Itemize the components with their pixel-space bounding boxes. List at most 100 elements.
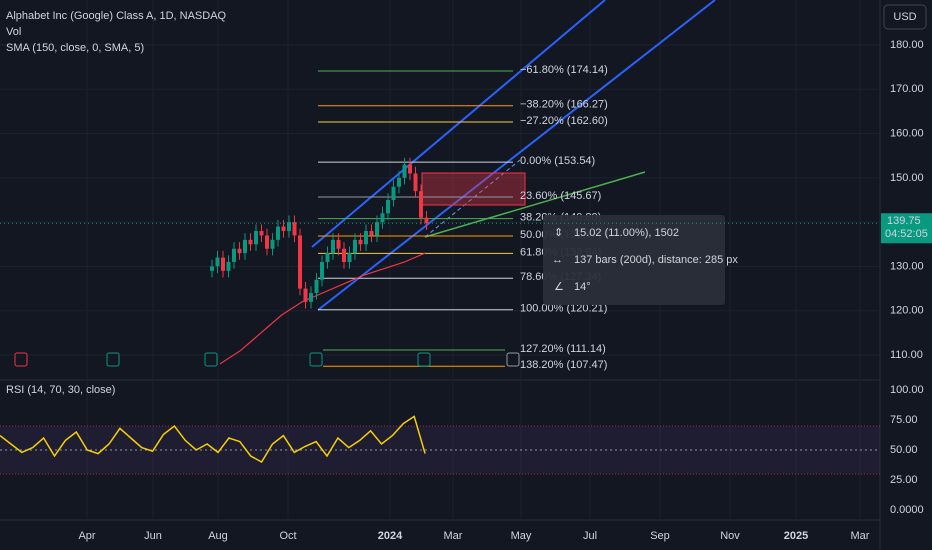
tooltip-icon: ↔	[552, 254, 563, 266]
candle	[397, 177, 401, 187]
candle	[232, 248, 236, 262]
rsi-tick-label: 0.0000	[890, 504, 924, 516]
volume-label: Vol	[6, 26, 21, 38]
earnings-icon	[506, 352, 520, 367]
sma-label: SMA (150, close, 0, SMA, 5)	[6, 42, 144, 54]
candle	[424, 217, 429, 224]
y-tick-label: 180.00	[890, 39, 924, 51]
channel-upper	[311, 0, 606, 248]
candle	[287, 222, 291, 231]
fib-label: −27.20% (162.60)	[520, 115, 608, 127]
candle	[375, 222, 379, 236]
range-box	[421, 172, 526, 206]
candle	[380, 213, 385, 223]
trend-line	[424, 171, 646, 238]
x-tick-label: Mar	[851, 530, 870, 542]
candle	[270, 239, 275, 249]
candle	[413, 173, 418, 192]
last-price-tag	[881, 213, 932, 244]
x-tick-label: May	[511, 530, 532, 542]
x-tick-label: 2025	[784, 530, 808, 542]
rsi-title: RSI (14, 70, 30, close)	[6, 384, 115, 396]
candle	[331, 239, 335, 254]
y-tick-label: 110.00	[890, 349, 923, 361]
x-tick-label: 2024	[378, 530, 403, 542]
candle	[402, 164, 407, 178]
x-tick-label: Aug	[208, 530, 228, 542]
x-tick-label: Mar	[444, 530, 463, 542]
candle	[320, 262, 324, 280]
fib-label: −38.20% (166.27)	[520, 99, 608, 111]
fib-label: 127.20% (111.14)	[520, 343, 606, 355]
x-tick-label: Sep	[650, 530, 670, 542]
candle	[336, 239, 341, 249]
candle	[281, 226, 286, 231]
rsi-tick-label: 50.00	[890, 444, 918, 456]
candle	[243, 239, 247, 254]
candle	[309, 293, 313, 302]
rsi-line	[0, 415, 426, 464]
rsi-pane: RSI (14, 70, 30, close)	[0, 384, 880, 475]
fib-label: 0.00% (153.54)	[520, 155, 595, 167]
symbol-title: Alphabet Inc (Google) Class A, 1D, NASDA…	[6, 10, 227, 22]
candle	[237, 248, 242, 254]
fib-label: −61.80% (174.14)	[520, 64, 608, 76]
candle	[369, 231, 374, 236]
earnings-markers	[14, 352, 520, 367]
currency[interactable]: USD	[893, 11, 916, 23]
candle	[226, 262, 231, 271]
sma-line	[219, 252, 426, 365]
candle	[298, 235, 302, 289]
candle	[215, 257, 220, 267]
y-tick-label: 160.00	[890, 127, 924, 139]
candle	[353, 239, 357, 254]
candle	[358, 239, 363, 245]
axes: 180.00170.00160.00150.00140.00130.00120.…	[0, 39, 932, 542]
currency-button[interactable]	[883, 4, 927, 30]
channel-lower	[317, 0, 716, 311]
x-tick-label: Jun	[144, 530, 162, 542]
sma	[219, 252, 426, 365]
candle	[364, 231, 368, 245]
candle	[276, 226, 280, 240]
tooltip-angle: 14°	[574, 281, 591, 293]
rsi-tick-label: 25.00	[890, 474, 918, 486]
candle	[292, 222, 297, 236]
drawings	[311, 0, 716, 311]
candle	[254, 231, 258, 245]
candle	[221, 257, 225, 271]
candle	[419, 191, 423, 218]
fib-label: 100.00% (120.21)	[520, 303, 607, 315]
last-price: 139.75	[887, 215, 921, 227]
candle	[391, 186, 396, 200]
y-tick-label: 130.00	[890, 260, 924, 272]
candle	[259, 231, 264, 236]
tooltip-box	[543, 215, 725, 305]
candle	[303, 288, 308, 302]
y-tick-label: 120.00	[890, 305, 924, 317]
candle	[386, 200, 390, 214]
tooltip-range: 15.02 (11.00%), 1502	[574, 227, 679, 239]
candle	[314, 279, 319, 293]
candle	[210, 266, 214, 271]
earnings-icon	[106, 352, 120, 367]
tooltip-icon: ⇕	[554, 227, 563, 239]
rsi-tick-label: 100.00	[890, 384, 924, 396]
x-tick-label: Nov	[720, 530, 740, 542]
x-tick-label: Jul	[583, 530, 597, 542]
candle	[248, 239, 253, 245]
candle	[342, 248, 346, 262]
tooltip-bars: 137 bars (200d), distance: 285 px	[574, 254, 738, 266]
candle	[408, 164, 412, 174]
fib-label: 23.60% (145.67)	[520, 190, 601, 202]
y-tick-label: 170.00	[890, 83, 924, 95]
earnings-icon	[417, 352, 431, 367]
candles	[210, 157, 429, 309]
tooltip-icon: ∠	[554, 281, 564, 293]
tooltip: ⇕ 15.02 (11.00%), 1502 ↔ 137 bars (200d)…	[543, 215, 738, 305]
grid	[0, 0, 880, 520]
countdown: 04:52:05	[885, 228, 928, 240]
